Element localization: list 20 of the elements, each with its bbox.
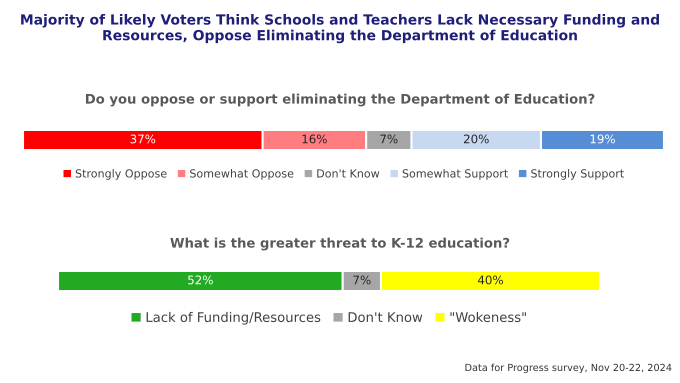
legend-label: Somewhat Oppose [190, 169, 294, 180]
chart-subtitle: Do you oppose or support eliminating the Department of Education? [86, 94, 594, 106]
legend-label: Strongly Support [531, 169, 624, 180]
data-label: 16% [302, 134, 327, 144]
legend-label: Don't Know [317, 169, 380, 178]
legend-label: Don't Know [348, 312, 422, 322]
text: Data for Progress survey, Nov 20-22, 2024 [465, 364, 672, 373]
legend-label: Somewhat Support [402, 169, 508, 180]
legend-label: Lack of Funding/Resources [146, 312, 320, 325]
data-label: 37% [130, 134, 156, 144]
chart-title: What is the greater threat to K-12 education? [170, 238, 510, 250]
data-label: 7% [380, 134, 398, 144]
data-label: 52% [188, 275, 213, 284]
chart-title: Majority of Likely Voters Think Schools and Teachers Lack Necessary Funding and Resources, Oppose Eliminating the Department of Education [21, 14, 659, 44]
legend-label: Strongly Oppose [76, 169, 167, 180]
data-label: 20% [464, 134, 489, 144]
data-label: 19% [590, 134, 615, 144]
data-label: 40% [478, 275, 503, 284]
data-label: 7% [353, 275, 371, 284]
legend-label: "Wokeness" [450, 312, 526, 322]
